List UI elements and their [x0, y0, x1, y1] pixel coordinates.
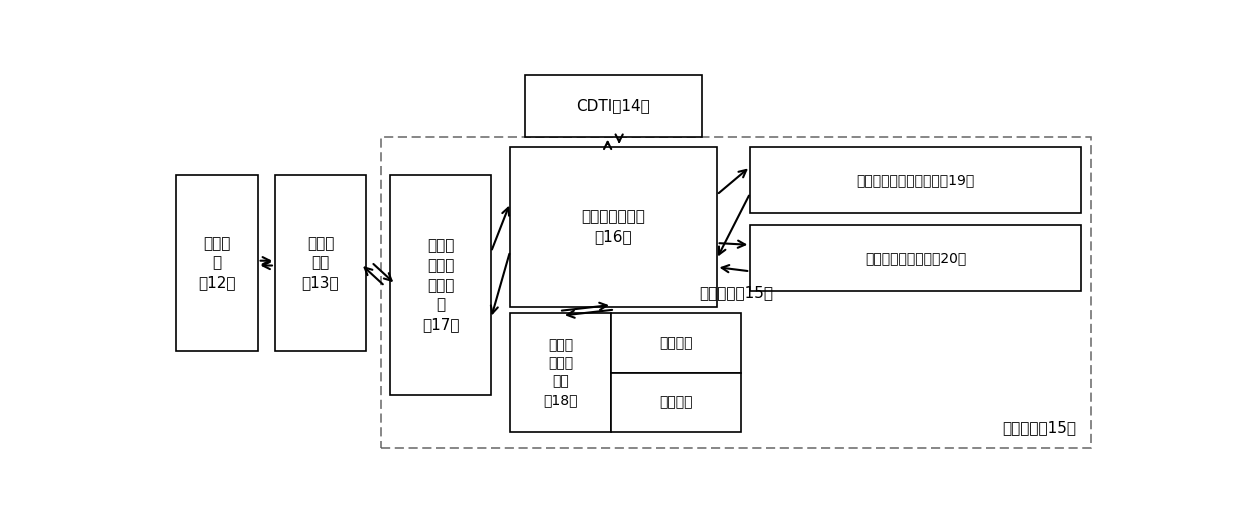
Bar [611, 373, 741, 431]
Text: CDTI（14）: CDTI（14） [576, 98, 650, 113]
Bar [751, 147, 1082, 213]
Bar [510, 147, 716, 307]
Bar [751, 225, 1082, 291]
Text: 机载数
据编码
解码模
块
（17）: 机载数 据编码 解码模 块 （17） [421, 238, 460, 332]
Text: 机载主机（15）: 机载主机（15） [1002, 420, 1077, 436]
Bar [390, 175, 491, 395]
Bar [380, 137, 1092, 448]
Text: 机载数
据存储
模块
（18）: 机载数 据存储 模块 （18） [544, 338, 577, 407]
Text: 导航数据: 导航数据 [659, 395, 693, 409]
Bar [611, 313, 741, 373]
Bar [524, 75, 703, 137]
Text: 机载位置报告生成模块（19）: 机载位置报告生成模块（19） [856, 173, 975, 187]
Text: 机载天
线
（12）: 机载天 线 （12） [198, 236, 235, 290]
Text: 地图数据: 地图数据 [659, 336, 693, 350]
Bar [510, 313, 611, 431]
Bar [275, 175, 367, 351]
Text: 通信报告生成模块（20）: 通信报告生成模块（20） [865, 251, 966, 265]
Text: 北斗用
户机
（13）: 北斗用 户机 （13） [302, 236, 339, 290]
Bar [176, 175, 258, 351]
Text: 机载主机（15）: 机载主机（15） [699, 284, 773, 300]
Text: 机载中央控制器
（16）: 机载中央控制器 （16） [581, 209, 646, 244]
